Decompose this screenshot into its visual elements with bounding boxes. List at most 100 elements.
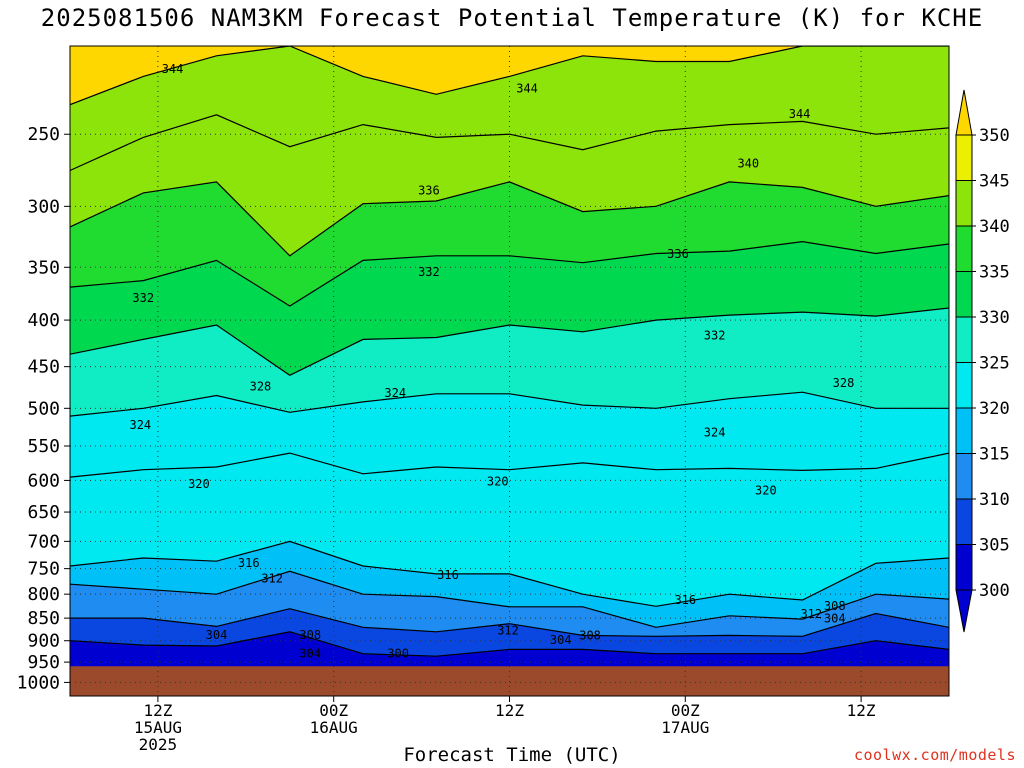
contour-label: 340 <box>737 157 759 171</box>
isentrope-contours <box>70 46 949 657</box>
x-tick-label: 00Z <box>319 701 348 720</box>
contour-label: 300 <box>387 647 409 661</box>
contour-label: 312 <box>261 572 283 586</box>
colorbar-label: 315 <box>979 445 1010 465</box>
colorbar-label: 340 <box>979 217 1010 237</box>
colorbar-band <box>955 544 973 591</box>
isentrope-336 <box>70 181 949 257</box>
y-tick-label: 750 <box>27 559 60 580</box>
y-tick-label: 850 <box>27 608 60 629</box>
isentrope-320 <box>70 452 949 478</box>
contour-label: 332 <box>704 328 726 342</box>
contour-label: 344 <box>516 82 538 96</box>
contour-label: 336 <box>418 183 440 197</box>
contour-labels: 344 344 344 340 336 336 332 332 332 328 328 324 324 3… <box>129 62 854 661</box>
contour-label: 304 <box>824 611 846 625</box>
contour-label: 308 <box>824 599 846 613</box>
chart-title: 2025081506 NAM3KM Forecast Potential Tem… <box>40 4 984 32</box>
contour-label: 332 <box>418 265 440 279</box>
y-tick-label: 650 <box>27 502 60 523</box>
y-tick-label: 400 <box>27 310 60 331</box>
colorbar-arrow-bottom <box>955 589 973 633</box>
contour-label: 320 <box>755 484 777 498</box>
colorbar-label: 310 <box>979 490 1010 510</box>
contour-label: 344 <box>162 62 184 76</box>
x-tick-label: 00Z <box>671 701 700 720</box>
colorbar-band <box>955 407 973 454</box>
y-tick-label: 900 <box>27 631 60 652</box>
x-axis-label: Forecast Time (UTC) <box>403 744 621 766</box>
contour-label: 304 <box>299 647 321 661</box>
x-tick-label: 12Z <box>495 701 524 720</box>
colorbar-label: 350 <box>979 126 1010 146</box>
x-tick-label: 2025 <box>139 735 178 754</box>
contour-label: 308 <box>579 628 601 642</box>
y-tick-label: 350 <box>27 257 60 278</box>
isentrope-312 <box>70 570 949 628</box>
contour-label: 324 <box>129 418 151 432</box>
y-tick-label: 300 <box>27 196 60 217</box>
contour-label: 320 <box>487 475 509 489</box>
colorbar-label: 335 <box>979 263 1010 283</box>
contour-label: 304 <box>206 628 228 642</box>
contour-label: 336 <box>667 247 689 261</box>
contour-label: 316 <box>674 593 696 607</box>
y-tick-label: 700 <box>27 531 60 552</box>
colorbar-label: 305 <box>979 536 1010 556</box>
contour-label: 332 <box>132 291 154 305</box>
x-tick-label: 15AUG <box>134 718 182 737</box>
isentrope-324 <box>70 391 949 417</box>
contour-label: 316 <box>238 556 260 570</box>
colorbar-band <box>955 498 973 545</box>
contour-label: 308 <box>299 628 321 642</box>
isentrope-304 <box>70 631 949 657</box>
contour-label: 328 <box>833 376 855 390</box>
isentrope-328 <box>70 307 949 376</box>
x-tick-label: 16AUG <box>310 718 358 737</box>
contour-label: 316 <box>437 568 459 582</box>
isentrope-332 <box>70 240 949 307</box>
y-tick-label: 600 <box>27 470 60 491</box>
y-tick-label: 1000 <box>17 672 60 693</box>
colorbar-label: 330 <box>979 308 1010 328</box>
colorbar-band <box>955 134 973 181</box>
y-axis-pressure: 2503003504004505005506006507007508008509… <box>17 124 70 693</box>
contour-label: 324 <box>704 426 726 440</box>
x-tick-label: 12Z <box>143 701 172 720</box>
colorbar-label: 325 <box>979 354 1010 374</box>
colorbar-arrow-top <box>955 89 973 136</box>
colorbar-band <box>955 453 973 500</box>
contour-label: 312 <box>800 607 822 621</box>
colorbar-band <box>955 225 973 272</box>
y-tick-label: 950 <box>27 652 60 673</box>
colorbar-label: 320 <box>979 399 1010 419</box>
colorbar-label: 300 <box>979 581 1010 601</box>
isentrope-344 <box>70 46 949 106</box>
contour-label: 328 <box>250 380 272 394</box>
y-tick-label: 450 <box>27 357 60 378</box>
x-tick-label: 17AUG <box>661 718 709 737</box>
isentrope-340 <box>70 114 949 172</box>
y-tick-label: 500 <box>27 398 60 419</box>
isentrope-316 <box>70 540 949 607</box>
contour-label: 344 <box>789 107 811 121</box>
colorbar-legend: 350 345 340 335 330 325 320 315 310 305 300 <box>955 89 1010 633</box>
dotted-grid <box>70 46 949 696</box>
colorbar-band <box>955 316 973 363</box>
colorbar-band <box>955 271 973 318</box>
x-tick-label: 12Z <box>847 701 876 720</box>
y-tick-label: 250 <box>27 124 60 145</box>
y-tick-label: 550 <box>27 436 60 457</box>
contour-label: 324 <box>384 386 406 400</box>
contour-label: 320 <box>188 477 210 491</box>
colorbar-band <box>955 362 973 409</box>
contour-label: 312 <box>497 624 519 638</box>
y-tick-label: 800 <box>27 584 60 605</box>
colorbar-band <box>955 180 973 227</box>
credit-link[interactable]: coolwx.com/models <box>853 746 1016 764</box>
contour-label: 304 <box>550 633 572 647</box>
isentrope-308 <box>70 608 949 637</box>
colorbar-label: 345 <box>979 172 1010 192</box>
